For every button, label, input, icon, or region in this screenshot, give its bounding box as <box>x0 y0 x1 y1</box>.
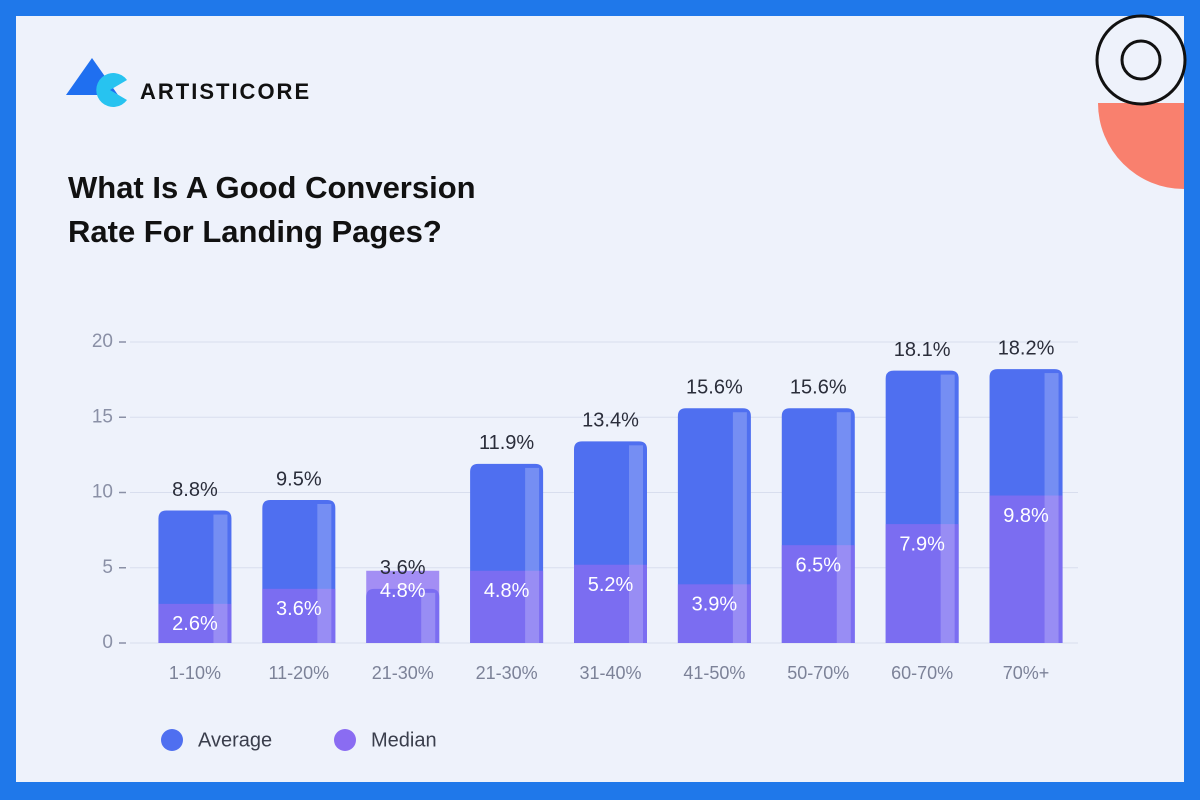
value-label-average: 9.5% <box>276 468 322 490</box>
value-label-median: 4.8% <box>484 580 530 602</box>
value-label-median: 9.8% <box>1003 505 1049 527</box>
value-label-median: 6.5% <box>795 554 841 576</box>
bar-median <box>989 495 1063 643</box>
bar-median <box>677 584 751 643</box>
value-label-average: 15.6% <box>790 377 847 399</box>
value-label-average: 18.2% <box>998 337 1055 359</box>
bar-shine <box>629 445 643 643</box>
x-tick-label: 1-10% <box>169 663 221 683</box>
value-label-average: 11.9% <box>479 432 534 454</box>
bar-shine <box>525 467 540 643</box>
bar-shine <box>1044 373 1059 643</box>
value-label-median: 7.9% <box>899 533 945 555</box>
x-tick-label: 11-20% <box>268 663 329 683</box>
bar-median <box>366 570 440 643</box>
brand: ARTISTICORE <box>140 79 311 104</box>
bar-median <box>470 570 544 643</box>
y-tick-label: 15 <box>92 406 113 427</box>
value-label-average: 18.1% <box>894 339 951 361</box>
value-label-average: 3.6% <box>380 557 426 579</box>
y-tick-label: 5 <box>102 557 113 578</box>
y-tick-label: 10 <box>92 482 113 503</box>
x-tick-label: 41-50% <box>683 663 745 683</box>
bar-shine <box>421 592 436 643</box>
x-tick-label: 70%+ <box>1003 663 1050 683</box>
value-label-average: 15.6% <box>686 377 743 399</box>
bar-median <box>781 545 855 643</box>
value-label-average: 8.8% <box>172 479 218 501</box>
bar-shine <box>213 514 228 643</box>
y-tick-label: 0 <box>102 632 113 653</box>
background <box>16 16 1184 782</box>
bar-median <box>574 564 647 643</box>
legend-label: Median <box>371 729 437 751</box>
value-label-average: 13.4% <box>582 410 639 432</box>
legend-swatch <box>161 729 183 751</box>
bar-median <box>262 588 336 643</box>
value-label-median: 5.2% <box>588 574 634 596</box>
value-label-median: 4.8% <box>380 580 426 602</box>
x-tick-label: 31-40% <box>579 663 641 683</box>
value-label-median: 3.9% <box>692 594 738 616</box>
bar-shine <box>317 504 332 643</box>
bar-shine <box>732 412 747 643</box>
x-tick-label: 50-70% <box>787 663 849 683</box>
logo-circle <box>96 73 127 108</box>
x-tick-label: 60-70% <box>891 663 953 683</box>
decor-ring <box>1095 14 1187 106</box>
value-label-median: 3.6% <box>276 598 322 620</box>
value-label-median: 2.6% <box>172 613 218 635</box>
x-tick-label: 21-30% <box>476 663 538 683</box>
bar-median <box>885 524 959 643</box>
x-tick-label: 21-30% <box>372 663 434 683</box>
y-tick-label: 20 <box>92 331 113 352</box>
bar-shine <box>836 412 851 643</box>
legend-label: Average <box>198 729 272 751</box>
decor-ring-inner <box>1120 39 1162 81</box>
bar-median <box>158 603 232 643</box>
bar-shine <box>940 374 955 643</box>
chart-title: What Is A Good Conversion Rate For Landi… <box>68 170 476 249</box>
legend-swatch <box>334 729 356 751</box>
decor-quarter <box>1098 103 1184 189</box>
